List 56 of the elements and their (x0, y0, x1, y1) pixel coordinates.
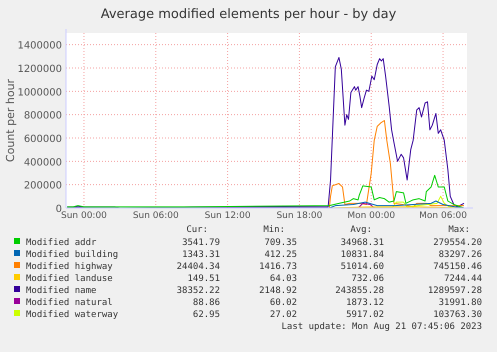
legend-label: Modified natural (26, 298, 113, 308)
legend-label: Modified highway (26, 262, 114, 272)
y-tick-label: 1400000 (17, 40, 62, 52)
text: 709.35 (264, 238, 297, 248)
text: 88.86 (192, 298, 220, 308)
y-tick-label: 0 (56, 204, 62, 215)
text: 103763.30 (433, 310, 482, 320)
legend-label: Modified addr (26, 238, 98, 248)
text: 149.51 (187, 274, 220, 284)
text: Min: (263, 225, 285, 235)
text: 64.03 (270, 274, 297, 284)
legend-label: Modified landuse (26, 274, 113, 284)
text: 1289597.28 (428, 286, 482, 296)
chart-title: Average modified elements per hour - by day (100, 7, 397, 22)
y-tick-label: 600000 (24, 134, 62, 145)
text: 10831.84 (340, 250, 384, 260)
text: 62.95 (192, 310, 220, 320)
y-tick-label: 200000 (24, 180, 62, 192)
text: 243855.28 (335, 286, 384, 296)
text: 412.25 (264, 250, 297, 260)
x-tick-label: Mon 06:00 (419, 211, 468, 221)
text: 2148.92 (259, 286, 297, 296)
text: 38352.22 (176, 286, 220, 296)
text: 732.06 (351, 274, 384, 284)
text: Max: (448, 225, 470, 235)
y-tick-label: 1000000 (17, 87, 62, 98)
text: 31991.80 (438, 298, 482, 308)
text: Last update: Mon Aug 21 07:45:06 2023 (282, 322, 482, 332)
y-axis-title: Count per hour (4, 78, 17, 162)
text: 27.02 (270, 310, 297, 320)
x-tick-label: Sun 06:00 (132, 211, 180, 221)
text: 51014.60 (340, 262, 384, 272)
text: Cur: (186, 225, 208, 235)
y-tick-label: 800000 (24, 110, 62, 122)
text: 279554.20 (433, 238, 482, 248)
legend-label: Modified building (26, 250, 118, 260)
text: 5917.02 (346, 310, 384, 320)
x-tick-label: Sun 18:00 (276, 211, 323, 221)
text: 83297.26 (438, 250, 482, 260)
legend-label: Modified name (26, 286, 96, 296)
text: 60.02 (270, 298, 297, 308)
y-tick-label: 400000 (24, 157, 62, 168)
text: 1416.73 (259, 262, 297, 272)
text: 7244.44 (444, 274, 482, 284)
x-tick-label: Mon 00:00 (347, 211, 396, 221)
text: 3541.79 (182, 238, 220, 248)
text: Avg: (350, 225, 372, 235)
text: 1873.12 (346, 298, 384, 308)
text: 24404.34 (176, 262, 220, 272)
y-tick-label: 1200000 (17, 64, 62, 75)
x-tick-label: Sun 00:00 (60, 211, 108, 221)
legend-label: Modified waterway (26, 310, 119, 320)
x-tick-label: Sun 12:00 (204, 211, 251, 221)
text: 34968.31 (340, 238, 384, 248)
text: 745150.46 (433, 262, 482, 272)
text: 1343.31 (182, 250, 220, 260)
